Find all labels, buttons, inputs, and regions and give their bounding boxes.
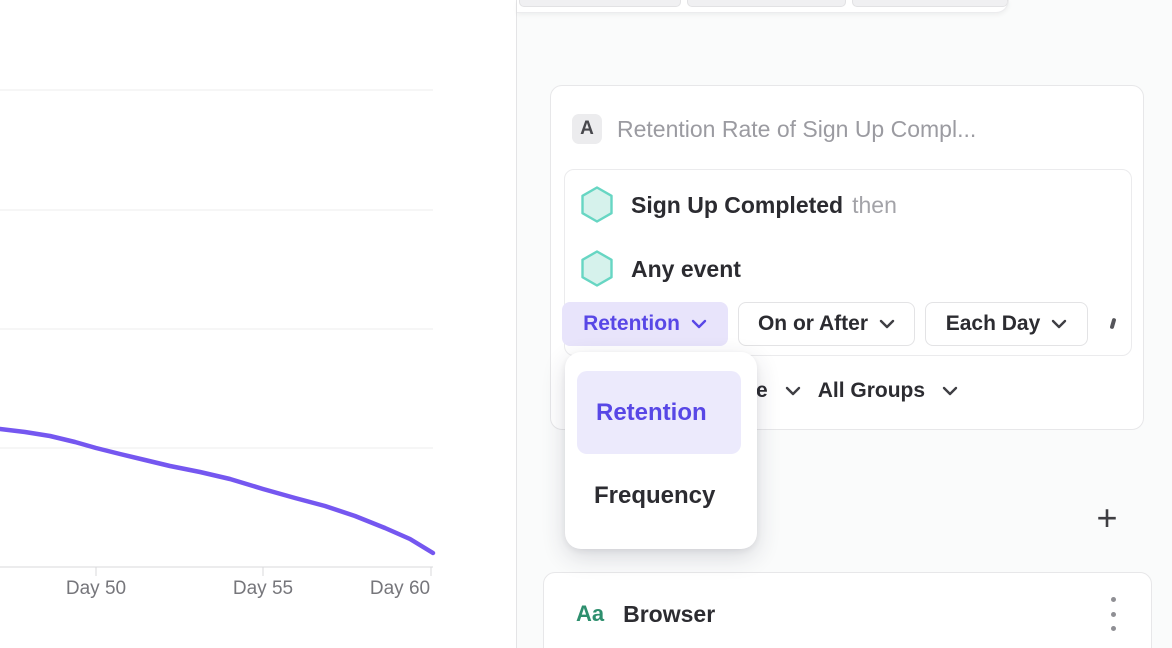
x-axis-tick-label: Day 55 bbox=[232, 578, 294, 599]
event-suffix: then bbox=[852, 191, 897, 218]
x-axis-tick-label: Day 60 bbox=[369, 578, 431, 599]
add-module-button[interactable]: + bbox=[1089, 500, 1125, 536]
chevron-down-icon bbox=[691, 319, 707, 329]
property-card-browser[interactable]: Aa Browser bbox=[543, 572, 1152, 648]
interval-dropdown[interactable]: Each Day bbox=[925, 302, 1088, 346]
hexagon-event-icon bbox=[581, 250, 613, 287]
clipped-toolbar bbox=[517, 0, 1009, 13]
kebab-menu-icon[interactable] bbox=[1107, 597, 1119, 631]
event-row[interactable]: Any event bbox=[631, 254, 750, 284]
clipped-toolbar-button[interactable] bbox=[687, 0, 846, 7]
retention-chart-canvas bbox=[0, 89, 436, 576]
groups-dropdown[interactable]: All Groups bbox=[817, 379, 926, 402]
measured-as-row: e All Groups bbox=[756, 376, 958, 406]
query-title-placeholder[interactable]: Retention Rate of Sign Up Compl... bbox=[617, 116, 977, 142]
property-type-icon: Aa bbox=[576, 601, 605, 626]
dropdown-label: On or After bbox=[757, 312, 869, 335]
metric-type-dropdown[interactable]: Retention bbox=[562, 302, 728, 346]
event-name: Any event bbox=[631, 255, 741, 282]
x-axis-tick-label: Day 50 bbox=[65, 578, 127, 599]
property-row: Aa Browser bbox=[576, 595, 715, 633]
pane-divider bbox=[516, 0, 517, 648]
on-or-after-dropdown[interactable]: On or After bbox=[738, 302, 915, 346]
retention-line bbox=[0, 426, 436, 556]
clipped-measure-label[interactable]: e bbox=[756, 379, 768, 402]
query-builder-panel: A Retention Rate of Sign Up Compl... Sig… bbox=[517, 0, 1172, 648]
query-badge: A bbox=[572, 114, 602, 144]
metric-type-menu: Retention Frequency bbox=[565, 352, 757, 549]
hexagon-event-icon bbox=[581, 186, 613, 223]
event-name: Sign Up Completed bbox=[631, 191, 844, 218]
event-row[interactable]: Sign Up Completed then bbox=[631, 190, 897, 220]
dropdown-label: Retention bbox=[583, 312, 680, 335]
chevron-down-icon bbox=[879, 319, 895, 329]
query-card: A Retention Rate of Sign Up Compl... Sig… bbox=[550, 85, 1144, 430]
retention-chart: Day 50 Day 55 Day 60 bbox=[0, 0, 516, 648]
clipped-toolbar-button[interactable] bbox=[852, 0, 1008, 7]
menu-item-frequency[interactable]: Frequency bbox=[594, 482, 716, 509]
chevron-down-icon bbox=[785, 386, 800, 396]
property-name: Browser bbox=[623, 600, 716, 627]
dropdown-label: Each Day bbox=[945, 312, 1041, 335]
chevron-down-icon bbox=[942, 386, 958, 396]
metric-dropdown-row: Retention On or After Each Day bbox=[562, 302, 1088, 346]
menu-item-retention[interactable]: Retention bbox=[577, 371, 741, 454]
clipped-toolbar-button[interactable] bbox=[519, 0, 681, 7]
chevron-down-icon bbox=[1052, 319, 1067, 329]
